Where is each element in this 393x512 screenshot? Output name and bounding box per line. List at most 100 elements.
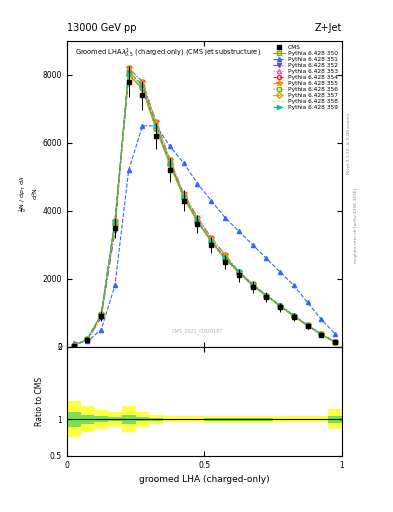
Pythia 6.428 355: [154, 119, 159, 125]
Pythia 6.428 353: [127, 69, 131, 75]
Pythia 6.428 355: [264, 292, 269, 298]
Pythia 6.428 351: [127, 167, 131, 173]
Pythia 6.428 358: [154, 127, 159, 133]
X-axis label: groomed LHA (charged-only): groomed LHA (charged-only): [139, 475, 270, 484]
Pythia 6.428 355: [113, 218, 118, 224]
Pythia 6.428 352: [127, 65, 131, 71]
Pythia 6.428 355: [168, 157, 173, 163]
Text: CMS_2021_I1920187: CMS_2021_I1920187: [171, 329, 223, 334]
Pythia 6.428 359: [195, 217, 200, 223]
Pythia 6.428 356: [168, 160, 173, 166]
Pythia 6.428 351: [305, 300, 310, 306]
Pythia 6.428 358: [305, 323, 310, 329]
Pythia 6.428 354: [264, 292, 269, 298]
Pythia 6.428 350: [222, 255, 227, 261]
Pythia 6.428 357: [113, 221, 118, 227]
Pythia 6.428 356: [72, 343, 76, 349]
Pythia 6.428 358: [278, 304, 283, 310]
Pythia 6.428 355: [222, 252, 227, 258]
Pythia 6.428 359: [278, 302, 283, 308]
Pythia 6.428 350: [305, 323, 310, 329]
Pythia 6.428 356: [278, 303, 283, 309]
Pythia 6.428 357: [209, 239, 214, 245]
Pythia 6.428 355: [72, 343, 76, 349]
Pythia 6.428 357: [292, 313, 296, 319]
Pythia 6.428 357: [99, 312, 104, 318]
Pythia 6.428 352: [99, 314, 104, 321]
Pythia 6.428 359: [85, 336, 90, 342]
Pythia 6.428 352: [140, 79, 145, 85]
Pythia 6.428 353: [250, 282, 255, 288]
Pythia 6.428 353: [140, 82, 145, 88]
Pythia 6.428 351: [182, 160, 186, 166]
Pythia 6.428 354: [195, 218, 200, 224]
Pythia 6.428 359: [168, 159, 173, 165]
Pythia 6.428 358: [264, 293, 269, 300]
Pythia 6.428 350: [292, 313, 296, 319]
Pythia 6.428 352: [237, 269, 241, 275]
Pythia 6.428 354: [140, 86, 145, 92]
Pythia 6.428 358: [140, 86, 145, 92]
Pythia 6.428 350: [195, 218, 200, 224]
Pythia 6.428 358: [333, 339, 338, 345]
Pythia 6.428 357: [154, 126, 159, 132]
Pythia 6.428 358: [319, 331, 324, 337]
Pythia 6.428 357: [264, 293, 269, 299]
Line: Pythia 6.428 354: Pythia 6.428 354: [72, 73, 337, 348]
Pythia 6.428 354: [72, 343, 76, 349]
Pythia 6.428 357: [127, 72, 131, 78]
Pythia 6.428 350: [85, 336, 90, 342]
Pythia 6.428 357: [305, 323, 310, 329]
Pythia 6.428 350: [182, 194, 186, 200]
Pythia 6.428 352: [292, 313, 296, 319]
Pythia 6.428 351: [333, 331, 338, 337]
Pythia 6.428 357: [319, 331, 324, 337]
Pythia 6.428 354: [113, 221, 118, 227]
Pythia 6.428 354: [333, 339, 338, 345]
Pythia 6.428 351: [292, 282, 296, 288]
Pythia 6.428 357: [250, 283, 255, 289]
Legend: CMS, Pythia 6.428 350, Pythia 6.428 351, Pythia 6.428 352, Pythia 6.428 353, Pyt: CMS, Pythia 6.428 350, Pythia 6.428 351,…: [272, 44, 339, 111]
Pythia 6.428 358: [127, 73, 131, 79]
Pythia 6.428 350: [264, 292, 269, 298]
Pythia 6.428 359: [209, 238, 214, 244]
Pythia 6.428 350: [319, 331, 324, 337]
Pythia 6.428 359: [127, 69, 131, 75]
Pythia 6.428 359: [222, 254, 227, 261]
Text: 13000 GeV pp: 13000 GeV pp: [67, 23, 136, 33]
Pythia 6.428 352: [85, 337, 90, 343]
Pythia 6.428 352: [168, 157, 173, 163]
Pythia 6.428 351: [113, 282, 118, 288]
Pythia 6.428 352: [319, 331, 324, 337]
Pythia 6.428 352: [209, 235, 214, 241]
Y-axis label: Ratio to CMS: Ratio to CMS: [35, 376, 44, 425]
Pythia 6.428 357: [195, 219, 200, 225]
Pythia 6.428 356: [182, 194, 186, 200]
Pythia 6.428 359: [140, 82, 145, 88]
Pythia 6.428 350: [333, 339, 338, 345]
Pythia 6.428 358: [222, 257, 227, 263]
Pythia 6.428 353: [182, 194, 186, 200]
Pythia 6.428 350: [154, 126, 159, 132]
Pythia 6.428 353: [113, 221, 118, 227]
Line: Pythia 6.428 355: Pythia 6.428 355: [71, 66, 338, 349]
Pythia 6.428 357: [85, 336, 90, 343]
Pythia 6.428 354: [168, 160, 173, 166]
Pythia 6.428 356: [222, 255, 227, 261]
Pythia 6.428 357: [222, 256, 227, 262]
Line: Pythia 6.428 359: Pythia 6.428 359: [72, 70, 337, 348]
Pythia 6.428 358: [250, 283, 255, 289]
Pythia 6.428 356: [99, 312, 104, 318]
Line: Pythia 6.428 352: Pythia 6.428 352: [72, 66, 337, 348]
Pythia 6.428 352: [305, 323, 310, 329]
Pythia 6.428 357: [182, 195, 186, 201]
Pythia 6.428 356: [85, 336, 90, 343]
Pythia 6.428 354: [182, 194, 186, 200]
Pythia 6.428 355: [127, 65, 131, 71]
Pythia 6.428 358: [85, 336, 90, 343]
Pythia 6.428 351: [99, 327, 104, 333]
Pythia 6.428 359: [319, 331, 324, 337]
Pythia 6.428 352: [264, 292, 269, 298]
Pythia 6.428 354: [319, 331, 324, 337]
Pythia 6.428 356: [154, 124, 159, 131]
